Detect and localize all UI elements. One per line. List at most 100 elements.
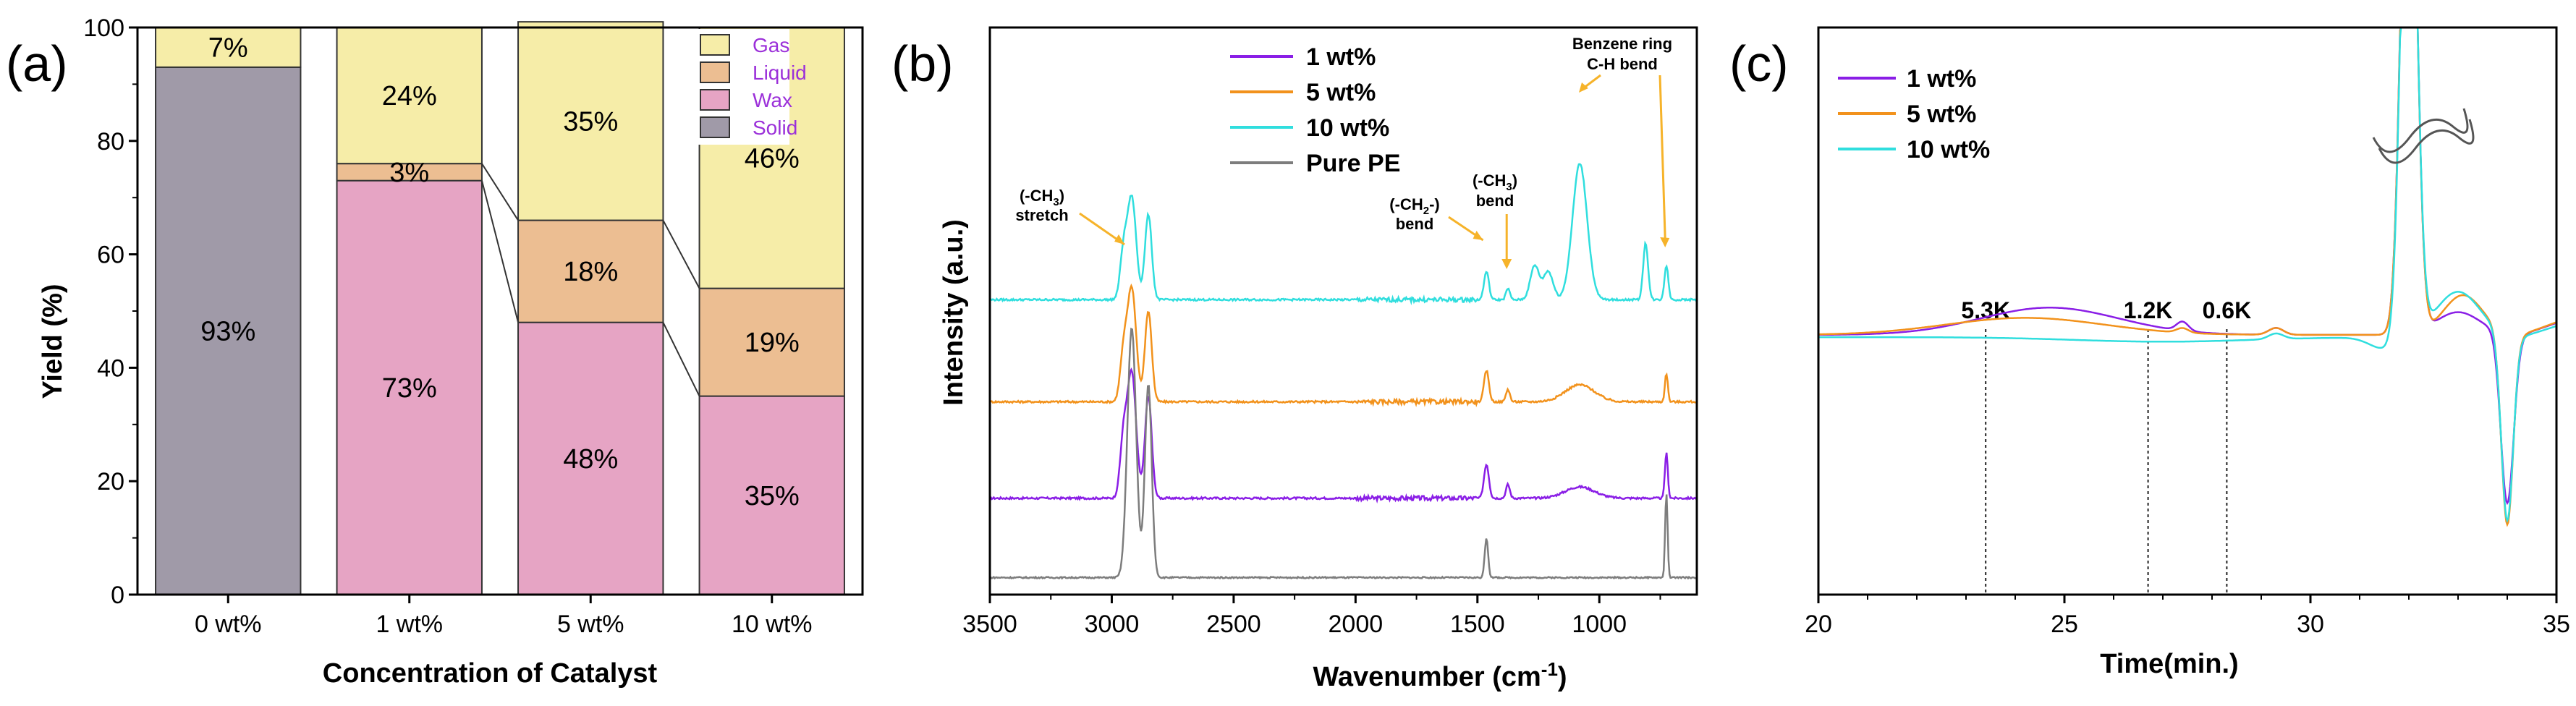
panel-a-stacked-bar-chart: (a) Yield (%) Concentration of Catalyst … bbox=[6, 14, 864, 689]
legend-label-0: 1 wt% bbox=[1907, 65, 1976, 93]
panel-b-x-axis-title-main: Wavenumber (cm bbox=[1313, 662, 1541, 692]
marker-label-2: 0.6K bbox=[2203, 297, 2252, 323]
x-tick-label: 5 wt% bbox=[557, 611, 624, 638]
bar-label-solid-0: 93% bbox=[200, 316, 255, 346]
legend-label-1: 5 wt% bbox=[1306, 79, 1376, 106]
bar-label-gas-3: 46% bbox=[745, 143, 800, 174]
legend-label-2: 10 wt% bbox=[1907, 136, 1990, 163]
legend-swatch-liquid bbox=[700, 61, 730, 83]
legend-label-1: 5 wt% bbox=[1907, 101, 1976, 128]
y-tick-label: 60 bbox=[97, 242, 124, 269]
annotation-arrow-head bbox=[1660, 237, 1670, 247]
bar-gas-1 bbox=[336, 27, 483, 165]
annotation-arrow-head bbox=[1501, 259, 1512, 269]
bar-label-liquid-3: 19% bbox=[745, 328, 800, 358]
spectrum-line-10-wt- bbox=[989, 163, 1698, 306]
y-tick-label: 100 bbox=[83, 14, 124, 42]
marker-label-1: 1.2K bbox=[2124, 297, 2173, 323]
legend-swatch-gas bbox=[700, 34, 730, 56]
connector-line-2-2 bbox=[662, 220, 700, 289]
annotation-ch3-stretch-line1: (-CH3) bbox=[1020, 187, 1064, 208]
bar-wax-3 bbox=[698, 395, 845, 595]
panel-c-label: (c) bbox=[1729, 35, 1789, 92]
spectrum-line-5-wt- bbox=[988, 283, 1698, 408]
bar-label-wax-3: 35% bbox=[745, 481, 800, 511]
annotation-arrow-line bbox=[1658, 75, 1666, 239]
legend-label-wax: Wax bbox=[753, 89, 792, 111]
annotation-arrow-head bbox=[1473, 231, 1483, 240]
x-tick-label: 3000 bbox=[1085, 611, 1140, 638]
x-tick-label: 3500 bbox=[962, 611, 1017, 638]
panel-b-x-axis-title: Wavenumber (cm-1) bbox=[1313, 658, 1567, 692]
panel-a-label: (a) bbox=[6, 35, 68, 92]
panel-b-plot-frame bbox=[988, 26, 1698, 596]
panel-b-y-axis-title: Intensity (a.u.) bbox=[939, 219, 969, 406]
bar-label-gas-0: 7% bbox=[208, 33, 248, 63]
bar-gas-2 bbox=[517, 21, 664, 221]
axis-break-symbol bbox=[2372, 108, 2475, 164]
x-tick-label: 25 bbox=[2051, 611, 2078, 638]
legend-swatch-solid bbox=[700, 116, 730, 138]
bar-solid-0 bbox=[155, 66, 302, 595]
panel-c-plot-frame bbox=[1817, 26, 2558, 596]
bar-label-gas-2: 35% bbox=[563, 106, 618, 137]
annotation-ch3-bend-line2: bend bbox=[1476, 192, 1514, 210]
x-tick-label: 20 bbox=[1805, 611, 1832, 638]
y-tick-label: 80 bbox=[97, 128, 124, 156]
y-tick-label: 40 bbox=[97, 354, 124, 382]
connector-line-1-2 bbox=[481, 163, 519, 221]
x-tick-label: 0 wt% bbox=[195, 611, 262, 638]
annotation-ch2-bend-line2: bend bbox=[1396, 215, 1434, 233]
bar-liquid-2 bbox=[517, 219, 664, 323]
panel-c-x-axis-title: Time(min.) bbox=[2100, 649, 2238, 679]
annotation-arrow-head bbox=[1579, 82, 1588, 93]
x-tick-label: 1 wt% bbox=[376, 611, 443, 638]
annotation-ch2-bend-line1: (-CH2-) bbox=[1389, 195, 1439, 217]
panel-b-x-axis-title-superscript: -1 bbox=[1541, 658, 1558, 680]
annotation-benzene-line2: C-H bend bbox=[1587, 55, 1658, 73]
bar-gas-0 bbox=[155, 27, 302, 68]
legend-label-gas: Gas bbox=[753, 34, 789, 56]
legend-label-liquid: Liquid bbox=[753, 61, 807, 84]
x-tick-label: 10 wt% bbox=[732, 611, 813, 638]
panel-a-x-axis-title: Concentration of Catalyst bbox=[323, 658, 658, 689]
spectrum-line-pure-pe bbox=[989, 327, 1698, 580]
panel-b-x-axis-title-end: ) bbox=[1558, 662, 1567, 692]
connector-line-2-1 bbox=[662, 322, 700, 397]
annotation-arrow-line bbox=[1583, 74, 1601, 90]
panel-b-ftir-spectra: (b) Intensity (a.u.) Wavenumber (cm-1) 3… bbox=[891, 26, 1698, 692]
connector-line-1-1 bbox=[480, 180, 520, 323]
legend-label-2: 10 wt% bbox=[1306, 114, 1389, 142]
x-tick-label: 30 bbox=[2297, 611, 2324, 638]
spectrum-line-1-wt- bbox=[989, 367, 1698, 504]
x-tick-label: 1500 bbox=[1450, 611, 1505, 638]
legend-label-0: 1 wt% bbox=[1306, 43, 1376, 71]
legend-swatch-wax bbox=[700, 89, 730, 111]
bar-label-liquid-1: 3% bbox=[389, 158, 429, 188]
x-tick-label: 2500 bbox=[1206, 611, 1261, 638]
legend-label-3: Pure PE bbox=[1306, 150, 1400, 177]
chromatogram-line-10-wt- bbox=[1818, 26, 2557, 523]
panel-a-plot-frame bbox=[136, 26, 864, 596]
panel-a-y-axis-title: Yield (%) bbox=[38, 284, 68, 399]
chromatogram-line-1-wt- bbox=[1818, 26, 2557, 506]
bar-label-wax-1: 73% bbox=[382, 373, 437, 404]
bar-label-gas-1: 24% bbox=[382, 81, 437, 111]
annotation-ch3-bend-line1: (-CH3) bbox=[1473, 171, 1517, 193]
bar-liquid-3 bbox=[698, 287, 845, 397]
bar-label-liquid-2: 18% bbox=[563, 257, 618, 287]
panel-b-label: (b) bbox=[891, 35, 954, 92]
x-tick-label: 2000 bbox=[1329, 611, 1384, 638]
annotation-ch3-stretch-line2: stretch bbox=[1015, 206, 1068, 224]
annotation-benzene-line1: Benzene ring bbox=[1572, 35, 1672, 53]
chromatogram-line-5-wt- bbox=[1818, 26, 2557, 527]
x-tick-label: 35 bbox=[2543, 611, 2570, 638]
panel-c-gpc-chromatogram: (c) Time(min.) 5.3K 1.2K 0.6K 20 25 30 35 1 w… bbox=[1729, 26, 2570, 679]
bar-label-wax-2: 48% bbox=[563, 444, 618, 475]
annotation-arrow-head bbox=[1114, 234, 1125, 244]
y-tick-label: 0 bbox=[111, 582, 124, 609]
legend-label-solid: Solid bbox=[753, 116, 797, 139]
y-tick-label: 20 bbox=[97, 468, 124, 496]
x-tick-label: 1000 bbox=[1572, 611, 1627, 638]
